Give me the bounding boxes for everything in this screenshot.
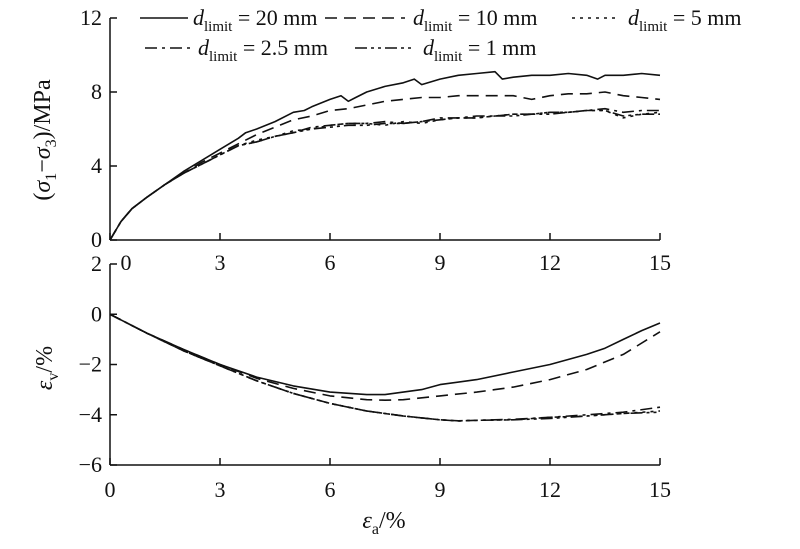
bottom-x-tick-label: 12 [539, 477, 561, 502]
top-y-tick-label: 12 [80, 5, 102, 30]
legend-value: = 2.5 mm [237, 35, 328, 60]
bottom-series-line-1 [109, 313, 661, 396]
bottom-y-tick-label: 2 [91, 251, 102, 276]
legend-subscript: limit [639, 19, 668, 35]
bottom-y-axis-title: εv/% [32, 346, 62, 390]
x-title-rest: /% [379, 508, 406, 534]
legend-symbol: d [423, 35, 435, 60]
legend-value: = 5 mm [667, 5, 741, 30]
bottom-x-tick-label: 0 [105, 477, 116, 502]
bottom-series-line-5 [109, 313, 661, 422]
x-title-sub: a [372, 521, 379, 538]
top-series-line-4 [109, 107, 660, 241]
legend-label-4: dlimit = 2.5 mm [198, 35, 328, 65]
top-y-title-sigma3: σ [30, 146, 56, 159]
bottom-x-tick-label: 3 [215, 477, 226, 502]
bottom-y-title-sym: ε [32, 380, 58, 390]
bottom-y-tick-label: −4 [79, 402, 102, 427]
bottom-series-line-3 [109, 313, 661, 422]
top-y-title-sub3: 3 [43, 139, 60, 147]
legend-label-5: dlimit = 1 mm [423, 35, 536, 65]
bottom-series-line-4 [109, 313, 661, 422]
bottom-x-tick-label: 15 [649, 477, 671, 502]
top-y-title-sigma1: σ [30, 180, 56, 193]
legend-symbol: d [198, 35, 210, 60]
x-axis-title: εa/% [362, 508, 405, 538]
legend-symbol: d [628, 5, 640, 30]
legend-subscript: limit [424, 19, 453, 35]
bottom-y-tick-label: 0 [91, 301, 102, 326]
top-series-line-5 [109, 109, 660, 241]
top-panel: 0 4 8 12 0 3 6 9 12 15 [80, 5, 671, 275]
legend-subscript: limit [204, 19, 233, 35]
top-y-tick-label: 0 [91, 227, 102, 252]
top-x-tick-label: 9 [435, 250, 446, 275]
legend-subscript: limit [434, 49, 463, 65]
legend: dlimit = 20 mm dlimit = 10 mm dlimit = 5 m… [140, 5, 741, 65]
top-y-title-open: ( [30, 193, 56, 201]
legend-symbol: d [193, 5, 205, 30]
legend-label-2: dlimit = 10 mm [413, 5, 537, 35]
top-y-title-minus: − [30, 159, 56, 173]
top-y-title-close: )/MPa [30, 79, 56, 139]
legend-label-3: dlimit = 5 mm [628, 5, 741, 35]
top-x-tick-label: 12 [539, 250, 561, 275]
legend-subscript: limit [209, 49, 238, 65]
bottom-y-tick-label: −6 [79, 452, 102, 477]
top-y-tick-label: 8 [91, 79, 102, 104]
top-y-tick-label: 4 [91, 153, 102, 178]
x-title-sym: ε [362, 508, 372, 534]
legend-label-1: dlimit = 20 mm [193, 5, 317, 35]
legend-value: = 10 mm [452, 5, 537, 30]
top-x-tick-label: 0 [121, 250, 132, 275]
bottom-x-tick-label: 9 [435, 477, 446, 502]
top-y-axis-title: (σ1−σ3)/MPa [30, 79, 60, 201]
bottom-y-title-rest: /% [32, 346, 58, 373]
bottom-y-title-sub: v [45, 373, 62, 381]
bottom-series-line-2 [109, 313, 661, 402]
top-y-title-sub1: 1 [43, 173, 60, 181]
bottom-x-tick-label: 6 [325, 477, 336, 502]
legend-value: = 20 mm [232, 5, 317, 30]
legend-symbol: d [413, 5, 425, 30]
top-x-tick-label: 6 [325, 250, 336, 275]
top-x-tick-label: 15 [649, 250, 671, 275]
top-series-line-3 [109, 109, 661, 241]
top-x-tick-label: 3 [215, 250, 226, 275]
legend-value: = 1 mm [462, 35, 536, 60]
bottom-y-tick-label: −2 [79, 352, 102, 377]
top-series-line-1 [109, 70, 661, 241]
